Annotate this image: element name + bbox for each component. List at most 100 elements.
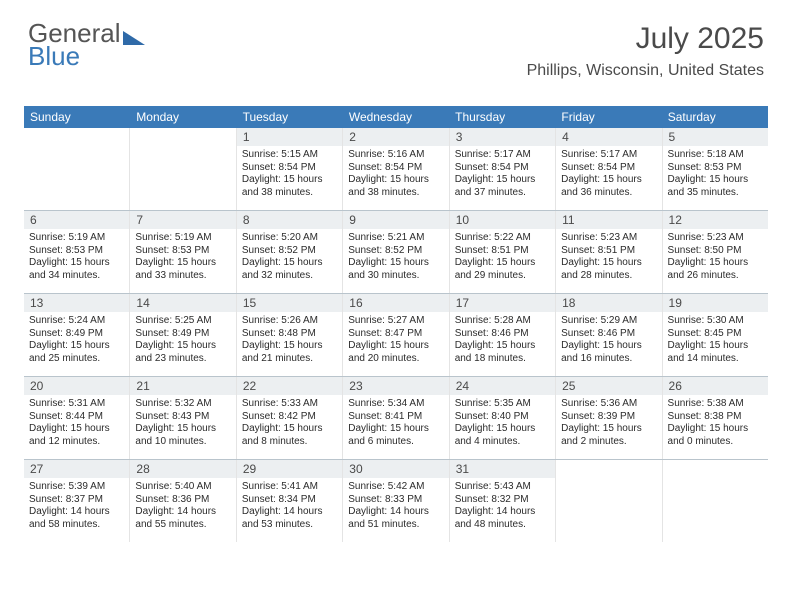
daylight-text: Daylight: 15 hours and 10 minutes. [135,423,230,448]
day-header: Thursday [449,106,555,128]
day-number: 11 [556,211,661,229]
day-number [663,460,768,464]
daylight-text: Daylight: 14 hours and 58 minutes. [29,506,124,531]
sunrise-text: Sunrise: 5:27 AM [348,315,443,328]
daylight-text: Daylight: 15 hours and 34 minutes. [29,257,124,282]
day-cell: 25Sunrise: 5:36 AMSunset: 8:39 PMDayligh… [556,377,662,459]
daylight-text: Daylight: 15 hours and 4 minutes. [455,423,550,448]
sunrise-text: Sunrise: 5:28 AM [455,315,550,328]
sunrise-text: Sunrise: 5:15 AM [242,149,337,162]
daylight-text: Daylight: 15 hours and 6 minutes. [348,423,443,448]
sunset-text: Sunset: 8:39 PM [561,411,656,424]
day-cell: 26Sunrise: 5:38 AMSunset: 8:38 PMDayligh… [663,377,768,459]
day-body: Sunrise: 5:26 AMSunset: 8:48 PMDaylight:… [237,312,342,369]
day-number: 27 [24,460,129,478]
day-body: Sunrise: 5:17 AMSunset: 8:54 PMDaylight:… [556,146,661,203]
day-cell: 2Sunrise: 5:16 AMSunset: 8:54 PMDaylight… [343,128,449,210]
day-body: Sunrise: 5:21 AMSunset: 8:52 PMDaylight:… [343,229,448,286]
day-number: 19 [663,294,768,312]
day-number: 25 [556,377,661,395]
daylight-text: Daylight: 15 hours and 26 minutes. [668,257,763,282]
day-number: 20 [24,377,129,395]
sunrise-text: Sunrise: 5:39 AM [29,481,124,494]
week-row: 13Sunrise: 5:24 AMSunset: 8:49 PMDayligh… [24,293,768,376]
location: Phillips, Wisconsin, United States [527,62,764,80]
weeks-container: 1Sunrise: 5:15 AMSunset: 8:54 PMDaylight… [24,128,768,542]
day-cell: 21Sunrise: 5:32 AMSunset: 8:43 PMDayligh… [130,377,236,459]
daylight-text: Daylight: 15 hours and 25 minutes. [29,340,124,365]
brand-text: General Blue [28,22,145,69]
sunrise-text: Sunrise: 5:38 AM [668,398,763,411]
daylight-text: Daylight: 15 hours and 16 minutes. [561,340,656,365]
sunset-text: Sunset: 8:45 PM [668,328,763,341]
sunset-text: Sunset: 8:52 PM [348,245,443,258]
day-body: Sunrise: 5:32 AMSunset: 8:43 PMDaylight:… [130,395,235,452]
week-row: 20Sunrise: 5:31 AMSunset: 8:44 PMDayligh… [24,376,768,459]
day-number: 26 [663,377,768,395]
day-body: Sunrise: 5:43 AMSunset: 8:32 PMDaylight:… [450,478,555,535]
brand-logo: General Blue [28,22,145,69]
day-body: Sunrise: 5:30 AMSunset: 8:45 PMDaylight:… [663,312,768,369]
day-cell: 17Sunrise: 5:28 AMSunset: 8:46 PMDayligh… [450,294,556,376]
sunrise-text: Sunrise: 5:20 AM [242,232,337,245]
sunrise-text: Sunrise: 5:32 AM [135,398,230,411]
day-number: 12 [663,211,768,229]
sunset-text: Sunset: 8:51 PM [455,245,550,258]
day-body: Sunrise: 5:25 AMSunset: 8:49 PMDaylight:… [130,312,235,369]
day-number: 15 [237,294,342,312]
day-cell: 30Sunrise: 5:42 AMSunset: 8:33 PMDayligh… [343,460,449,542]
day-body: Sunrise: 5:24 AMSunset: 8:49 PMDaylight:… [24,312,129,369]
sunrise-text: Sunrise: 5:23 AM [668,232,763,245]
day-number: 23 [343,377,448,395]
day-cell: 27Sunrise: 5:39 AMSunset: 8:37 PMDayligh… [24,460,130,542]
day-header: Monday [130,106,236,128]
day-number: 7 [130,211,235,229]
day-body: Sunrise: 5:42 AMSunset: 8:33 PMDaylight:… [343,478,448,535]
sunrise-text: Sunrise: 5:31 AM [29,398,124,411]
sunset-text: Sunset: 8:49 PM [135,328,230,341]
day-cell: 11Sunrise: 5:23 AMSunset: 8:51 PMDayligh… [556,211,662,293]
sunrise-text: Sunrise: 5:43 AM [455,481,550,494]
daylight-text: Daylight: 15 hours and 12 minutes. [29,423,124,448]
day-cell: 29Sunrise: 5:41 AMSunset: 8:34 PMDayligh… [237,460,343,542]
sunrise-text: Sunrise: 5:17 AM [561,149,656,162]
daylight-text: Daylight: 15 hours and 0 minutes. [668,423,763,448]
sunset-text: Sunset: 8:41 PM [348,411,443,424]
daylight-text: Daylight: 15 hours and 8 minutes. [242,423,337,448]
day-body: Sunrise: 5:38 AMSunset: 8:38 PMDaylight:… [663,395,768,452]
sunset-text: Sunset: 8:40 PM [455,411,550,424]
day-number: 24 [450,377,555,395]
sunrise-text: Sunrise: 5:18 AM [668,149,763,162]
day-cell: 24Sunrise: 5:35 AMSunset: 8:40 PMDayligh… [450,377,556,459]
day-number: 6 [24,211,129,229]
sunrise-text: Sunrise: 5:30 AM [668,315,763,328]
daylight-text: Daylight: 15 hours and 2 minutes. [561,423,656,448]
sunrise-text: Sunrise: 5:21 AM [348,232,443,245]
sunrise-text: Sunrise: 5:41 AM [242,481,337,494]
sunrise-text: Sunrise: 5:19 AM [29,232,124,245]
sunset-text: Sunset: 8:46 PM [455,328,550,341]
day-header: Saturday [662,106,768,128]
day-body: Sunrise: 5:18 AMSunset: 8:53 PMDaylight:… [663,146,768,203]
brand-part2: Blue [28,41,80,71]
day-cell [130,128,236,210]
day-number [556,460,661,464]
day-body: Sunrise: 5:28 AMSunset: 8:46 PMDaylight:… [450,312,555,369]
day-header: Tuesday [237,106,343,128]
day-number: 10 [450,211,555,229]
day-cell: 15Sunrise: 5:26 AMSunset: 8:48 PMDayligh… [237,294,343,376]
sunset-text: Sunset: 8:54 PM [242,162,337,175]
sunrise-text: Sunrise: 5:24 AM [29,315,124,328]
day-number: 22 [237,377,342,395]
day-body: Sunrise: 5:22 AMSunset: 8:51 PMDaylight:… [450,229,555,286]
day-cell: 22Sunrise: 5:33 AMSunset: 8:42 PMDayligh… [237,377,343,459]
day-number: 18 [556,294,661,312]
day-header: Sunday [24,106,130,128]
day-number: 28 [130,460,235,478]
daylight-text: Daylight: 15 hours and 28 minutes. [561,257,656,282]
day-cell [663,460,768,542]
sunrise-text: Sunrise: 5:29 AM [561,315,656,328]
day-cell: 5Sunrise: 5:18 AMSunset: 8:53 PMDaylight… [663,128,768,210]
day-body: Sunrise: 5:23 AMSunset: 8:51 PMDaylight:… [556,229,661,286]
day-cell: 19Sunrise: 5:30 AMSunset: 8:45 PMDayligh… [663,294,768,376]
